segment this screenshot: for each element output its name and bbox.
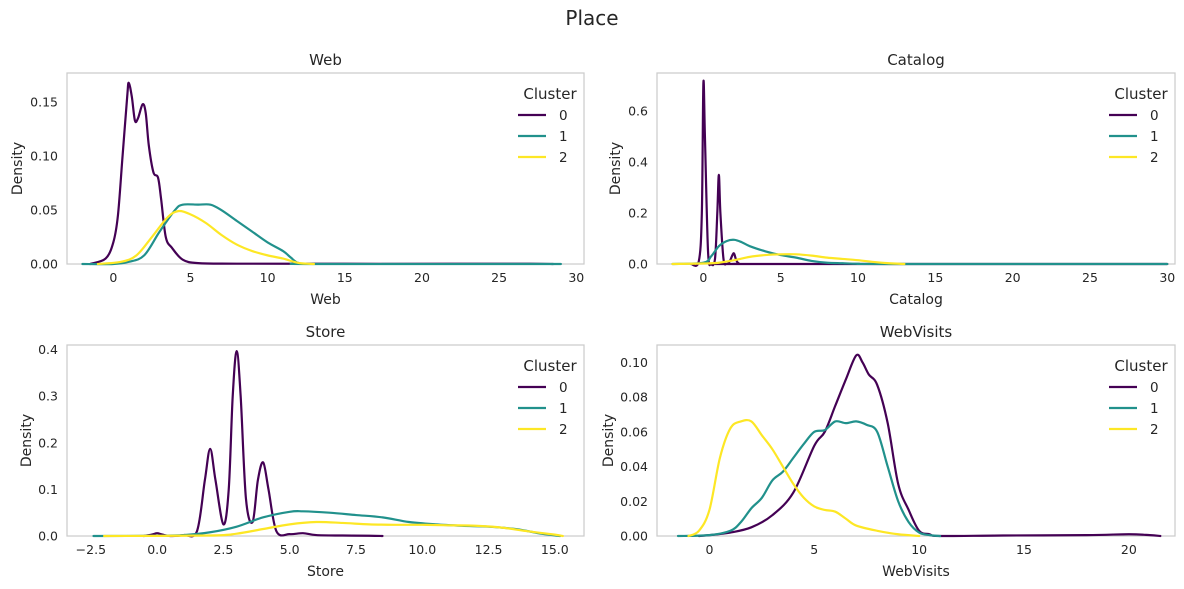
x-tick-label: 12.5 <box>475 542 503 557</box>
x-tick-label: 25 <box>491 270 507 285</box>
density-curve-cluster-2 <box>687 418 921 538</box>
y-tick-label: 0.05 <box>30 203 58 218</box>
legend-label-1: 1 <box>1150 401 1159 417</box>
density-curve-cluster-1 <box>676 420 942 538</box>
x-tick-label: 10 <box>260 270 276 285</box>
y-tick-label: 0.0 <box>628 257 648 272</box>
y-axis-label: Density <box>608 142 624 195</box>
x-tick-label: 15 <box>1016 542 1032 557</box>
legend: Cluster 0 1 2 <box>1109 357 1168 438</box>
x-tick-label: 30 <box>568 270 584 285</box>
x-tick-label: 7.5 <box>346 542 366 557</box>
legend-label-1: 1 <box>559 129 568 145</box>
y-tick-label: 0.1 <box>38 482 58 497</box>
subplot-title: Catalog <box>887 51 945 69</box>
legend-label-2: 2 <box>559 150 568 166</box>
x-tick-label: 0 <box>705 542 713 557</box>
x-axis-label: WebVisits <box>882 564 950 580</box>
y-tick-label: 0.4 <box>38 342 58 357</box>
y-axis-label: Density <box>19 414 35 467</box>
plot-frame <box>656 344 1176 537</box>
x-tick-label: 15 <box>927 270 943 285</box>
y-tick-label: 0.06 <box>620 424 648 439</box>
x-tick-label: 20 <box>414 270 430 285</box>
y-axis-label: Density <box>601 414 617 467</box>
x-tick-label: −2.5 <box>76 542 106 557</box>
subplot-store: Store −2.5 0.0 2.5 5.0 7.5 10.0 12.5 15.0 0.0 0.1 0… <box>19 323 585 580</box>
legend-title: Cluster <box>523 357 577 375</box>
legend-label-2: 2 <box>1150 422 1159 438</box>
x-tick-label: 5 <box>810 542 818 557</box>
density-curve-cluster-0 <box>689 79 1169 267</box>
density-curve-cluster-0 <box>89 81 555 266</box>
legend-label-2: 2 <box>1150 150 1159 166</box>
y-tick-label: 0.2 <box>38 435 58 450</box>
legend-label-0: 0 <box>559 108 568 124</box>
y-tick-label: 0.4 <box>628 155 648 170</box>
y-tick-label: 0.02 <box>620 494 648 509</box>
y-tick-label: 0.10 <box>30 149 58 164</box>
subplot-title: Web <box>309 51 342 69</box>
x-tick-label: 5 <box>777 270 785 285</box>
x-axis-label: Catalog <box>889 292 943 308</box>
y-tick-label: 0.2 <box>628 206 648 221</box>
legend-label-0: 0 <box>1150 108 1159 124</box>
y-tick-label: 0.08 <box>620 390 648 405</box>
x-tick-label: 0 <box>699 270 707 285</box>
density-curve-cluster-2 <box>96 209 316 266</box>
plot-frame <box>66 72 585 265</box>
x-tick-label: 30 <box>1159 270 1175 285</box>
y-tick-label: 0.10 <box>620 355 648 370</box>
x-tick-label: 20 <box>1121 542 1137 557</box>
x-axis-label: Web <box>310 292 341 308</box>
legend: Cluster 0 1 2 <box>1109 85 1168 166</box>
y-tick-label: 0.3 <box>38 389 58 404</box>
x-tick-label: 2.5 <box>213 542 233 557</box>
density-curve-cluster-2 <box>103 520 564 538</box>
x-tick-label: 10 <box>850 270 866 285</box>
y-tick-label: 0.15 <box>30 95 58 110</box>
x-tick-label: 15 <box>337 270 353 285</box>
y-tick-label: 0.0 <box>38 529 58 544</box>
x-tick-label: 5 <box>186 270 194 285</box>
x-tick-label: 10.0 <box>408 542 436 557</box>
x-tick-label: 0.0 <box>147 542 167 557</box>
legend: Cluster 0 1 2 <box>518 357 577 438</box>
plot-frame <box>656 72 1176 265</box>
legend-label-2: 2 <box>559 422 568 438</box>
x-tick-label: 0 <box>109 270 117 285</box>
plot-frame <box>66 344 585 537</box>
density-curve-cluster-0 <box>697 353 1162 538</box>
x-axis-label: Store <box>307 564 344 580</box>
x-tick-label: 15.0 <box>541 542 569 557</box>
x-tick-label: 5.0 <box>280 542 300 557</box>
y-tick-label: 0.6 <box>628 104 648 119</box>
x-tick-label: 10 <box>911 542 927 557</box>
density-curve-cluster-1 <box>671 238 1169 266</box>
legend-label-1: 1 <box>559 401 568 417</box>
legend-label-0: 0 <box>1150 380 1159 396</box>
figure-title: Place <box>565 6 618 30</box>
density-curve-cluster-1 <box>92 510 562 538</box>
subplot-title: Store <box>306 323 346 341</box>
legend: Cluster 0 1 2 <box>518 85 577 166</box>
y-tick-label: 0.00 <box>620 529 648 544</box>
legend-title: Cluster <box>523 85 577 103</box>
subplot-title: WebVisits <box>880 323 953 341</box>
density-curve-cluster-0 <box>142 349 384 538</box>
y-axis-label: Density <box>10 142 26 195</box>
legend-title: Cluster <box>1114 357 1168 375</box>
legend-title: Cluster <box>1114 85 1168 103</box>
x-tick-label: 25 <box>1082 270 1098 285</box>
legend-label-0: 0 <box>559 380 568 396</box>
y-tick-label: 0.00 <box>30 257 58 272</box>
y-tick-label: 0.04 <box>620 459 648 474</box>
x-tick-label: 20 <box>1005 270 1021 285</box>
legend-label-1: 1 <box>1150 129 1159 145</box>
density-curve-cluster-2 <box>671 253 906 266</box>
